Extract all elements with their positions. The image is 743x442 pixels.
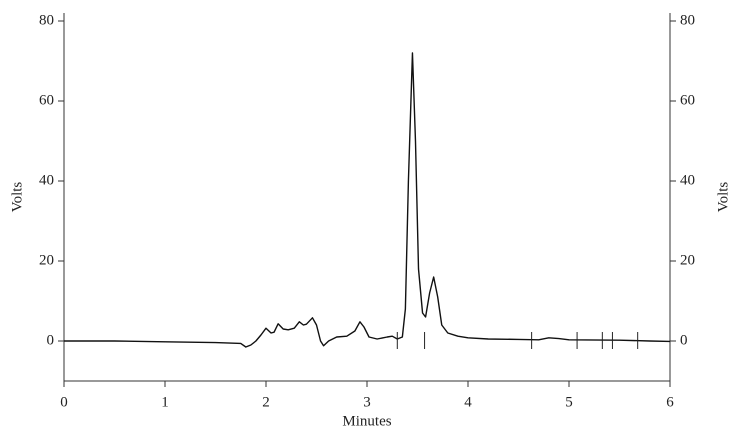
x-tick-label: 1 — [161, 394, 169, 410]
y2-tick-label: 0 — [680, 332, 688, 348]
y-tick-label: 40 — [39, 172, 54, 188]
x-tick-label: 3 — [363, 394, 371, 410]
y2-tick-label: 40 — [680, 172, 695, 188]
x-tick-label: 4 — [464, 394, 472, 410]
trace — [64, 52, 671, 348]
y-tick-label: 80 — [39, 12, 54, 28]
y2-tick-label: 60 — [680, 92, 695, 108]
x-tick-label: 0 — [60, 394, 68, 410]
y-axis-label: Volts — [9, 182, 25, 213]
y2-axis-label: Volts — [715, 182, 731, 213]
y-tick-label: 20 — [39, 252, 54, 268]
x-axis-label: Minutes — [342, 413, 391, 429]
x-tick-label: 6 — [666, 394, 674, 410]
x-tick-label: 5 — [565, 394, 573, 410]
y-tick-label: 0 — [47, 332, 55, 348]
y-tick-label: 60 — [39, 92, 54, 108]
x-tick-label: 2 — [262, 394, 270, 410]
y2-tick-label: 80 — [680, 12, 695, 28]
y2-tick-label: 20 — [680, 252, 695, 268]
